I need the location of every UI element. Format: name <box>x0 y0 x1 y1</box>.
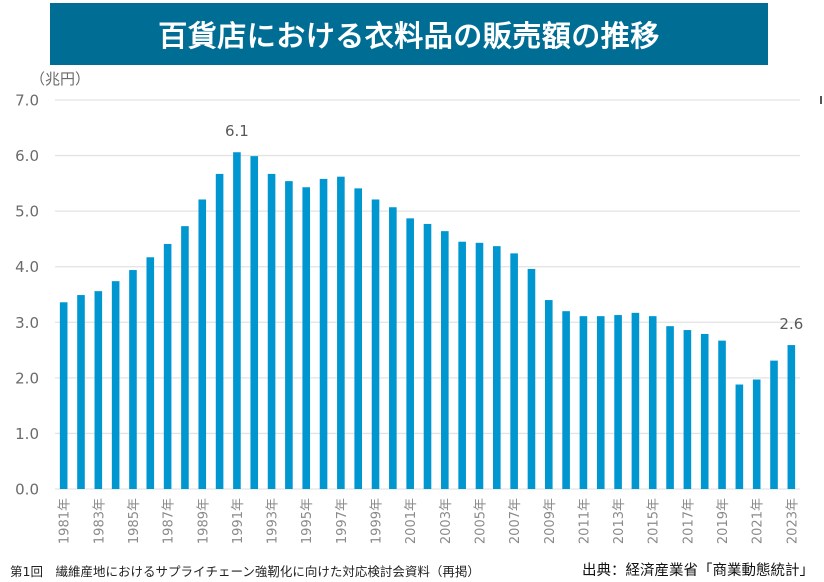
title-banner: 百貨店における衣料品の販売額の推移 <box>50 3 768 65</box>
bar-1994年 <box>285 181 293 490</box>
bar-1981年 <box>59 302 68 489</box>
x-tick-label: 1989年 <box>196 498 211 544</box>
bar-2000年 <box>389 207 397 489</box>
x-tick-label: 2013年 <box>612 498 627 544</box>
x-tick-label: 1983年 <box>92 498 107 544</box>
data-labels: 6.1 2.6 <box>225 122 803 333</box>
bar-1982年 <box>77 295 85 489</box>
bar-1998年 <box>354 188 362 489</box>
x-tick-label: 2023年 <box>785 498 800 544</box>
chart-title: 百貨店における衣料品の販売額の推移 <box>158 19 660 53</box>
bar-2003年 <box>441 231 449 490</box>
x-tick-label: 2021年 <box>751 498 766 544</box>
bar-2022年 <box>770 360 778 489</box>
bar-2011年 <box>579 316 588 489</box>
y-tick-label: 4.0 <box>15 258 39 276</box>
bar-2009年 <box>544 300 553 489</box>
footer-source-citation: 出典：経済産業省「商業動態統計」 <box>582 563 814 579</box>
x-tick-label: 2005年 <box>473 498 488 544</box>
bar-2004年 <box>458 241 466 489</box>
bar-1997年 <box>337 176 345 489</box>
x-tick-label: 1991年 <box>231 498 246 544</box>
y-tick-label: 7.0 <box>15 92 39 110</box>
bar-2010年 <box>562 311 570 489</box>
y-tick-label: 2.0 <box>15 369 39 387</box>
x-tick-label: 2007年 <box>508 498 523 544</box>
bar-2012年 <box>596 316 605 489</box>
x-tick-label: 1985年 <box>127 498 142 544</box>
bar-1990年 <box>215 173 224 489</box>
bar-1993年 <box>267 173 276 489</box>
bar-1995年 <box>302 187 311 490</box>
edge-mark <box>820 96 822 104</box>
bar-2006年 <box>493 246 501 489</box>
y-tick-label: 5.0 <box>15 203 39 221</box>
x-tick-label: 2003年 <box>439 498 454 544</box>
bar-2005年 <box>475 242 484 489</box>
x-tick-label: 1987年 <box>162 498 177 544</box>
data-label: 6.1 <box>225 122 249 140</box>
data-label: 2.6 <box>779 315 803 333</box>
x-tick-label: 2009年 <box>543 498 558 544</box>
y-tick-label: 6.0 <box>15 147 39 165</box>
bar-2013年 <box>614 315 622 489</box>
bar-chart: 0.0 1.0 2.0 3.0 4.0 5.0 6.0 7.0 1981年 1983年 1985年… <box>15 92 803 545</box>
x-tick-label: 2015年 <box>647 498 662 544</box>
y-axis-ticks: 0.0 1.0 2.0 3.0 4.0 5.0 6.0 7.0 <box>15 92 39 499</box>
bar-2002年 <box>423 223 432 489</box>
bar-1991年 <box>233 152 241 490</box>
x-axis-ticks: 1981年 1983年 1985年 1987年 1989年 1991年 1993年 1995年… <box>58 498 801 544</box>
bar-2021年 <box>752 379 761 489</box>
bar-1985年 <box>129 270 137 489</box>
footer-source-meeting: 第1回 繊維産地におけるサプライチェーン強靭化に向けた対応検討会資料（再掲） <box>10 564 480 579</box>
bar-2018年 <box>700 333 709 489</box>
x-tick-label: 1997年 <box>335 498 350 544</box>
x-tick-label: 2019年 <box>716 498 731 544</box>
bar-1984年 <box>111 281 120 489</box>
bar-2001年 <box>406 218 414 490</box>
bar-2014年 <box>631 312 640 489</box>
bar-1987年 <box>163 243 172 489</box>
bar-1986年 <box>146 257 155 489</box>
bar-1996年 <box>319 178 328 489</box>
x-tick-label: 2011年 <box>577 498 592 544</box>
bar-2020年 <box>735 384 744 489</box>
x-tick-label: 1981年 <box>58 498 73 544</box>
x-tick-label: 2001年 <box>404 498 419 544</box>
bars <box>59 152 796 490</box>
y-tick-label: 3.0 <box>15 314 39 332</box>
y-tick-label: 1.0 <box>15 425 39 443</box>
bar-2007年 <box>510 253 518 489</box>
bar-1989年 <box>198 199 207 490</box>
bar-2019年 <box>718 340 726 489</box>
bar-1999年 <box>371 199 380 490</box>
y-axis-unit-label: （兆円） <box>30 70 91 88</box>
x-tick-label: 1995年 <box>300 498 315 544</box>
bar-2015年 <box>648 316 657 489</box>
x-tick-label: 1999年 <box>370 498 385 544</box>
x-tick-label: 2017年 <box>681 498 696 544</box>
bar-1983年 <box>94 291 103 489</box>
bar-2016年 <box>666 326 674 489</box>
x-tick-label: 1993年 <box>266 498 281 544</box>
bar-2008年 <box>527 268 536 489</box>
bar-1988年 <box>181 226 189 489</box>
bar-2017年 <box>683 330 692 489</box>
y-tick-label: 0.0 <box>15 481 39 499</box>
bar-1992年 <box>250 156 259 489</box>
bar-2023年 <box>787 345 796 489</box>
